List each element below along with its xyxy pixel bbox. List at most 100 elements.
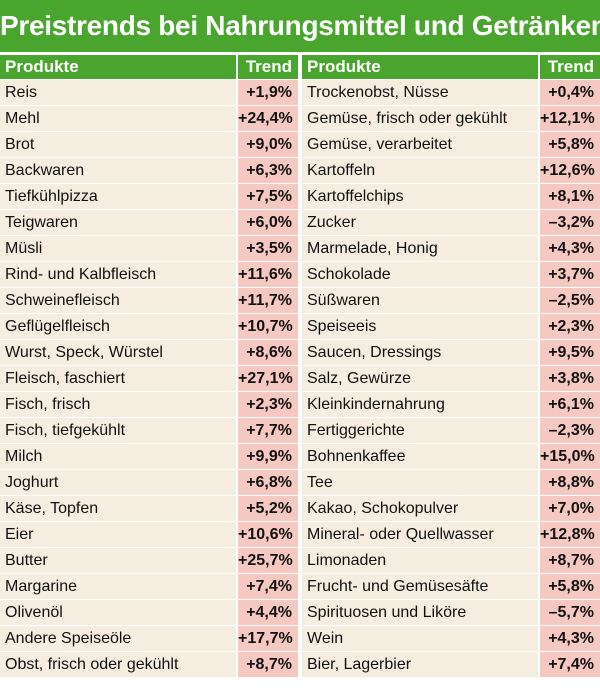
table-row: Frucht- und Gemüsesäfte +5,8%	[302, 573, 600, 599]
table-row: Kleinkindernahrung +6,1%	[302, 391, 600, 417]
trend-value-cell: +2,3%	[236, 392, 298, 417]
table-row: Wein +4,3%	[302, 625, 600, 651]
product-name-cell: Limonaden	[302, 548, 538, 573]
trend-value-cell: +2,3%	[538, 314, 600, 339]
product-name-cell: Backwaren	[0, 158, 236, 183]
trend-value-cell: +12,6%	[538, 158, 600, 183]
product-name-cell: Kartoffeln	[302, 158, 538, 183]
trend-value-cell: –3,2%	[538, 210, 600, 235]
product-name-cell: Trockenobst, Nüsse	[302, 80, 538, 105]
table-row: Olivenöl +4,4%	[0, 599, 298, 625]
table-row: Obst, frisch oder gekühlt +8,7%	[0, 651, 298, 677]
table-row: Mehl +24,4%	[0, 105, 298, 131]
product-name-cell: Kleinkindernahrung	[302, 392, 538, 417]
table-row: Fertiggerichte –2,3%	[302, 417, 600, 443]
trend-value-cell: +25,7%	[236, 548, 298, 573]
trend-value-cell: +3,7%	[538, 262, 600, 287]
table-row: Kartoffelchips +8,1%	[302, 183, 600, 209]
table-row: Saucen, Dressings +9,5%	[302, 339, 600, 365]
trend-value-cell: +9,0%	[236, 132, 298, 157]
table-row: Joghurt +6,8%	[0, 469, 298, 495]
product-name-cell: Tiefkühlpizza	[0, 184, 236, 209]
product-name-cell: Gemüse, verarbeitet	[302, 132, 538, 157]
product-name-cell: Marmelade, Honig	[302, 236, 538, 261]
trend-value-cell: +7,4%	[538, 652, 600, 677]
product-name-cell: Bohnenkaffee	[302, 444, 538, 469]
trend-value-cell: +7,7%	[236, 418, 298, 443]
trend-value-cell: +15,0%	[538, 444, 600, 469]
product-name-cell: Fisch, frisch	[0, 392, 236, 417]
trend-value-cell: +12,1%	[538, 106, 600, 131]
product-name-cell: Rind- und Kalbfleisch	[0, 262, 236, 287]
trend-value-cell: +7,4%	[236, 574, 298, 599]
table-row: Speiseeis +2,3%	[302, 313, 600, 339]
product-name-cell: Margarine	[0, 574, 236, 599]
product-name-cell: Wurst, Speck, Würstel	[0, 340, 236, 365]
product-name-cell: Schweinefleisch	[0, 288, 236, 313]
product-name-cell: Brot	[0, 132, 236, 157]
table-row: Trockenobst, Nüsse +0,4%	[302, 79, 600, 105]
product-name-cell: Tee	[302, 470, 538, 495]
table-row: Andere Speiseöle +17,7%	[0, 625, 298, 651]
product-name-cell: Saucen, Dressings	[302, 340, 538, 365]
table-row: Zucker –3,2%	[302, 209, 600, 235]
trend-value-cell: +0,4%	[538, 80, 600, 105]
trend-value-cell: +8,8%	[538, 470, 600, 495]
table-row: Teigwaren +6,0%	[0, 209, 298, 235]
product-name-cell: Schokolade	[302, 262, 538, 287]
trend-value-cell: +9,9%	[236, 444, 298, 469]
trend-value-cell: +8,7%	[538, 548, 600, 573]
trend-value-cell: +8,7%	[236, 652, 298, 677]
product-name-cell: Milch	[0, 444, 236, 469]
product-name-cell: Speiseeis	[302, 314, 538, 339]
table-row: Bohnenkaffee +15,0%	[302, 443, 600, 469]
product-name-cell: Eier	[0, 522, 236, 547]
trend-value-cell: +12,8%	[538, 522, 600, 547]
trend-value-cell: +10,7%	[236, 314, 298, 339]
left-header-row: Produkte Trend	[0, 55, 298, 79]
trend-value-cell: –2,5%	[538, 288, 600, 313]
table-row: Schweinefleisch +11,7%	[0, 287, 298, 313]
product-name-cell: Fisch, tiefgekühlt	[0, 418, 236, 443]
trend-value-cell: +4,3%	[538, 626, 600, 651]
table-row: Gemüse, verarbeitet +5,8%	[302, 131, 600, 157]
product-name-cell: Obst, frisch oder gekühlt	[0, 652, 236, 677]
left-column: Produkte Trend Reis +1,9% Mehl +24,4% Brot +9…	[0, 55, 298, 700]
product-name-cell: Wein	[302, 626, 538, 651]
product-column-header: Produkte	[5, 57, 79, 76]
table-row: Kartoffeln +12,6%	[302, 157, 600, 183]
product-name-cell: Zucker	[302, 210, 538, 235]
left-rows: Reis +1,9% Mehl +24,4% Brot +9,0% Backwaren +6,…	[0, 79, 298, 677]
right-column: Produkte Trend Trockenobst, Nüsse +0,4% Ge…	[302, 55, 600, 700]
product-name-cell: Käse, Topfen	[0, 496, 236, 521]
table-row: Süßwaren –2,5%	[302, 287, 600, 313]
table-row: Marmelade, Honig +4,3%	[302, 235, 600, 261]
table-row: Geflügelfleisch +10,7%	[0, 313, 298, 339]
table-row: Schokolade +3,7%	[302, 261, 600, 287]
table-row: Rind- und Kalbfleisch +11,6%	[0, 261, 298, 287]
trend-value-cell: +3,5%	[236, 236, 298, 261]
table-row: Margarine +7,4%	[0, 573, 298, 599]
product-name-cell: Kakao, Schokopulver	[302, 496, 538, 521]
trend-value-cell: +5,8%	[538, 132, 600, 157]
table-row: Bier, Lagerbier +7,4%	[302, 651, 600, 677]
trend-value-cell: +6,0%	[236, 210, 298, 235]
trend-value-cell: +11,7%	[236, 288, 298, 313]
product-name-cell: Olivenöl	[0, 600, 236, 625]
product-name-cell: Frucht- und Gemüsesäfte	[302, 574, 538, 599]
trend-column-header: Trend	[538, 55, 600, 79]
table-row: Fleisch, faschiert +27,1%	[0, 365, 298, 391]
table-row: Spirituosen und Liköre –5,7%	[302, 599, 600, 625]
product-name-cell: Bier, Lagerbier	[302, 652, 538, 677]
table-row: Backwaren +6,3%	[0, 157, 298, 183]
product-name-cell: Andere Speiseöle	[0, 626, 236, 651]
product-name-cell: Mineral- oder Quellwasser	[302, 522, 538, 547]
table-row: Tee +8,8%	[302, 469, 600, 495]
product-name-cell: Fertiggerichte	[302, 418, 538, 443]
product-name-cell: Joghurt	[0, 470, 236, 495]
table-row: Tiefkühlpizza +7,5%	[0, 183, 298, 209]
product-name-cell: Gemüse, frisch oder gekühlt	[302, 106, 538, 131]
product-name-cell: Spirituosen und Liköre	[302, 600, 538, 625]
trend-value-cell: +6,8%	[236, 470, 298, 495]
